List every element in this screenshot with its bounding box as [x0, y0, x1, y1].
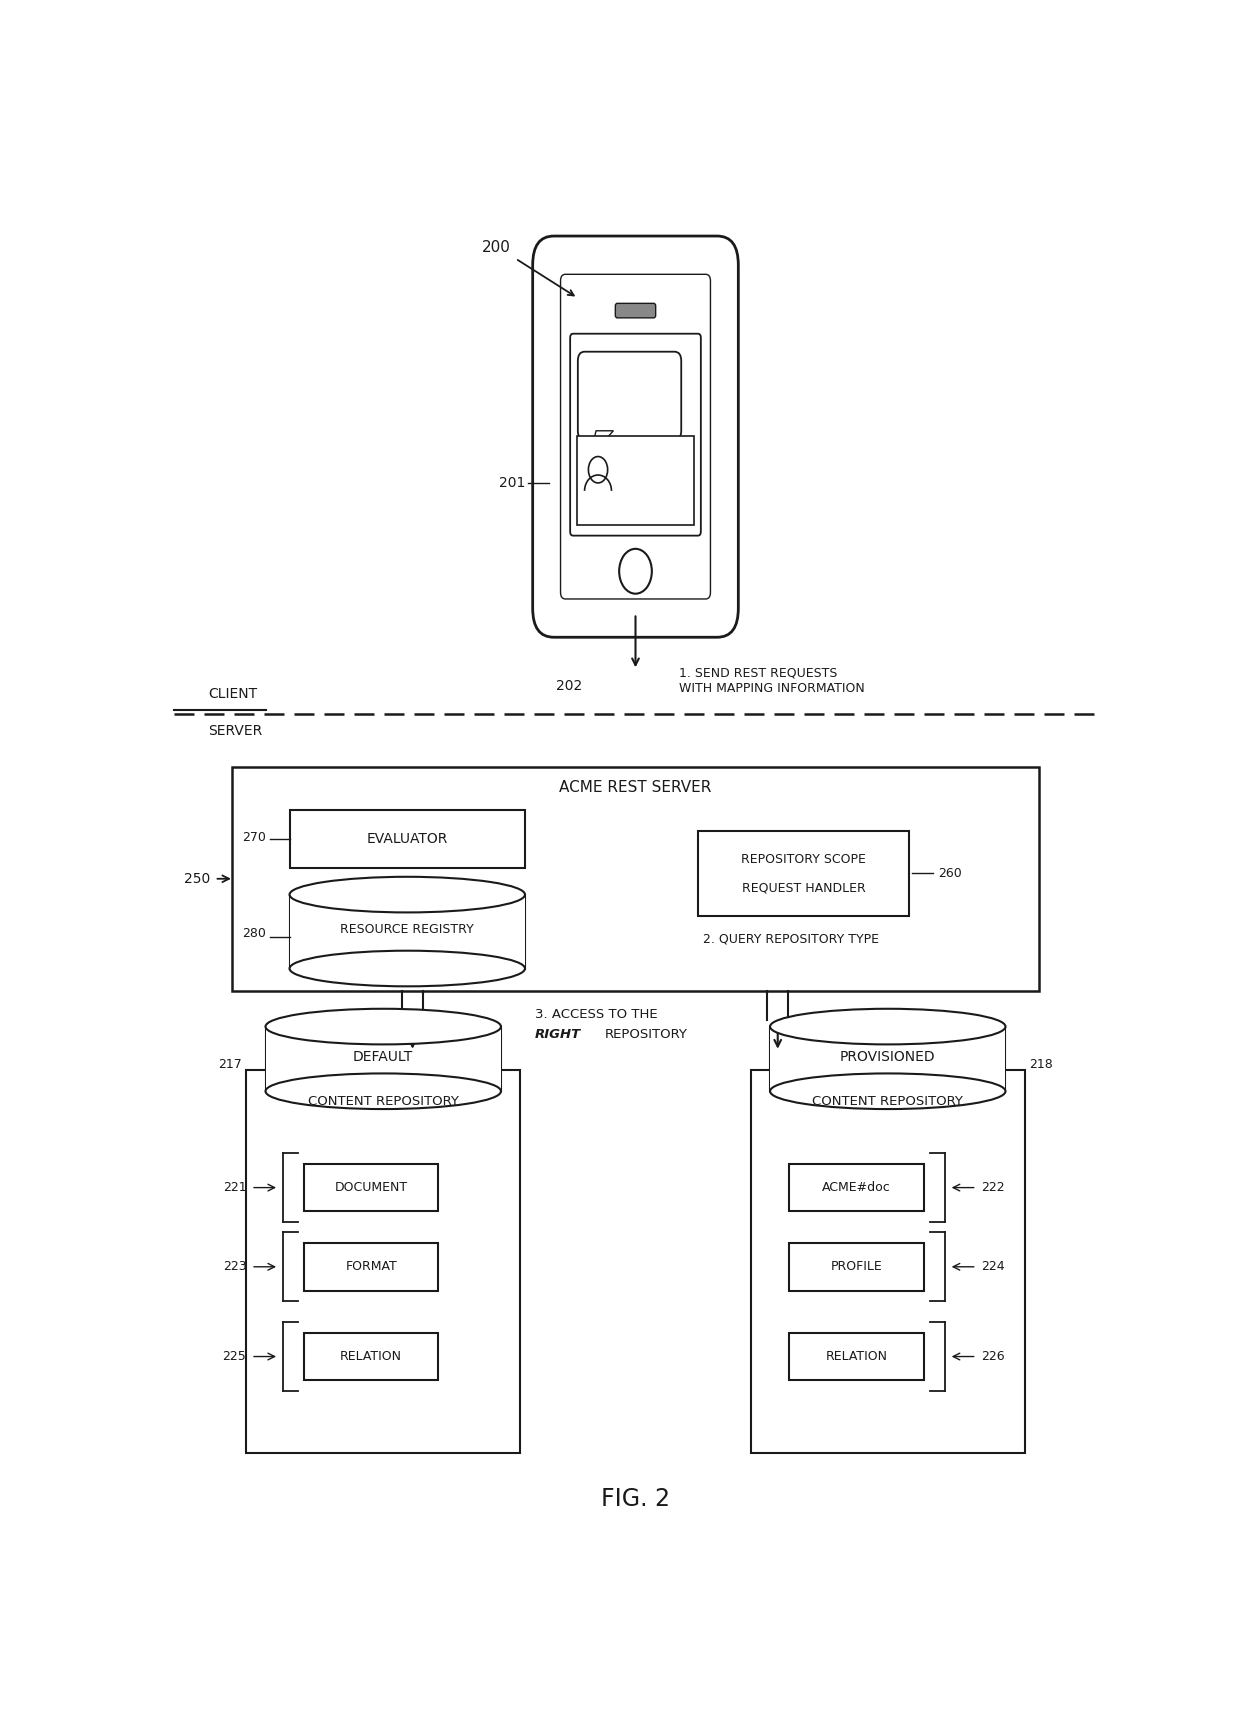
Bar [247, 1070, 521, 1453]
Bar [770, 1027, 1006, 1092]
Text: FIG. 2: FIG. 2 [601, 1488, 670, 1512]
FancyBboxPatch shape [560, 274, 711, 598]
Circle shape [619, 548, 652, 593]
Text: WITH MAPPING INFORMATION: WITH MAPPING INFORMATION [678, 682, 864, 696]
Bar [789, 1333, 924, 1380]
Bar [232, 766, 1039, 991]
Text: 201: 201 [498, 476, 525, 490]
Text: ACME REST SERVER: ACME REST SERVER [559, 780, 712, 795]
FancyBboxPatch shape [533, 237, 738, 638]
Text: RELATION: RELATION [340, 1351, 402, 1363]
Bar [304, 1333, 439, 1380]
Text: 202: 202 [557, 679, 583, 692]
Text: 224: 224 [982, 1260, 1006, 1274]
Bar [789, 1243, 924, 1291]
FancyBboxPatch shape [615, 303, 656, 317]
Text: 3. ACCESS TO THE: 3. ACCESS TO THE [534, 1008, 657, 1022]
Text: 260: 260 [939, 867, 962, 879]
Bar [304, 1243, 439, 1291]
Text: EVALUATOR: EVALUATOR [367, 833, 448, 847]
Circle shape [589, 456, 608, 483]
Text: 250: 250 [185, 872, 211, 886]
Ellipse shape [290, 878, 525, 912]
Ellipse shape [265, 1073, 501, 1109]
FancyBboxPatch shape [578, 351, 681, 440]
Text: 225: 225 [222, 1351, 247, 1363]
Text: CONTENT REPOSITORY: CONTENT REPOSITORY [308, 1095, 459, 1109]
Text: 223: 223 [223, 1260, 247, 1274]
Text: REPOSITORY SCOPE: REPOSITORY SCOPE [742, 854, 866, 867]
Bar [751, 1070, 1024, 1453]
Text: PROVISIONED: PROVISIONED [839, 1051, 935, 1064]
Text: SERVER: SERVER [208, 723, 262, 739]
Bar [577, 435, 694, 524]
Ellipse shape [770, 1010, 1006, 1044]
Text: PROFILE: PROFILE [831, 1260, 883, 1274]
Ellipse shape [265, 1010, 501, 1044]
Text: 200: 200 [481, 240, 511, 255]
Text: 226: 226 [982, 1351, 1006, 1363]
Bar [290, 895, 525, 968]
Text: CONTENT REPOSITORY: CONTENT REPOSITORY [812, 1095, 963, 1109]
Text: RESOURCE REGISTRY: RESOURCE REGISTRY [341, 924, 474, 936]
Text: 221: 221 [223, 1181, 247, 1195]
Text: DEFAULT: DEFAULT [353, 1051, 413, 1064]
Ellipse shape [770, 1073, 1006, 1109]
Bar [789, 1164, 924, 1212]
Bar [265, 1027, 501, 1092]
Text: 222: 222 [982, 1181, 1006, 1195]
Text: 280: 280 [242, 927, 265, 939]
Text: 217: 217 [218, 1058, 242, 1071]
Polygon shape [589, 430, 614, 458]
FancyBboxPatch shape [570, 334, 701, 536]
Text: RIGHT: RIGHT [534, 1028, 580, 1040]
Bar [304, 1164, 439, 1212]
Bar [698, 831, 909, 915]
Text: DOCUMENT: DOCUMENT [335, 1181, 408, 1195]
Text: REPOSITORY: REPOSITORY [605, 1028, 688, 1040]
Text: 218: 218 [1029, 1058, 1053, 1071]
Text: REQUEST HANDLER: REQUEST HANDLER [742, 881, 866, 895]
Ellipse shape [290, 951, 525, 986]
Text: RELATION: RELATION [826, 1351, 888, 1363]
Bar [290, 811, 525, 869]
Text: 1. SEND REST REQUESTS: 1. SEND REST REQUESTS [678, 667, 837, 679]
Text: FORMAT: FORMAT [346, 1260, 397, 1274]
Text: ACME#doc: ACME#doc [822, 1181, 890, 1195]
Text: 2. QUERY REPOSITORY TYPE: 2. QUERY REPOSITORY TYPE [703, 932, 879, 946]
Text: 270: 270 [242, 831, 265, 845]
Text: CLIENT: CLIENT [208, 687, 257, 701]
